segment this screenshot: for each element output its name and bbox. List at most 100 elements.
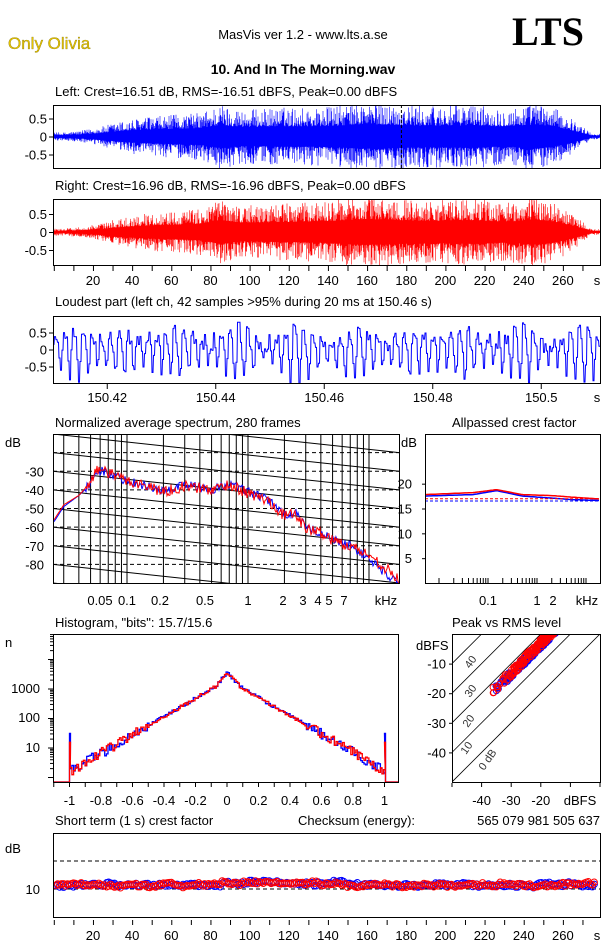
crest-time-axis-tick-label: 40 (125, 928, 139, 943)
loudest-part-signal (53, 321, 600, 383)
crest-time-axis-tick-label: 240 (513, 928, 535, 943)
crest-ylabel: dB (5, 841, 21, 856)
artist-name: Only Olivia (8, 34, 91, 53)
spectrum-xtick-label: 0.1 (118, 593, 136, 608)
crest-time-axis-tick-label: 220 (474, 928, 496, 943)
peak-rms-ytick-label: -20 (427, 686, 446, 701)
spectrum-ylabel: dB (5, 435, 21, 450)
peak-rms-point-right (561, 618, 567, 624)
left-waveform-ytick-label: 0.5 (29, 112, 47, 127)
allpassed-xtick-label: 1 (533, 593, 540, 608)
histogram-ytick-label: 1000 (11, 681, 40, 696)
crest-time-axis-tick-label: 140 (317, 928, 339, 943)
spectrum-title: Normalized average spectrum, 280 frames (55, 415, 301, 430)
loudest-part-xtick-label: 150.5 (525, 390, 558, 405)
crest-point-right (424, 880, 432, 888)
peak-rms-point-right (493, 683, 501, 691)
left-waveform-signal (53, 105, 600, 168)
crest-time-axis-tick-label: 260 (552, 928, 574, 943)
histogram-ytick-label: 10 (26, 740, 40, 755)
peak-rms-xtick-label: -30 (502, 793, 521, 808)
allpassed-crest-plot-area (425, 488, 600, 502)
allpassed-series-right (425, 488, 600, 500)
crest-time-axis-tick-label: 200 (435, 928, 457, 943)
peak-rms-title: Peak vs RMS level (452, 615, 561, 630)
histogram-series-left (53, 671, 398, 782)
crest-point-right (191, 881, 199, 889)
crest-point-right (216, 880, 224, 889)
peak-rms-xtick-label: -40 (472, 793, 491, 808)
crest-point-right (569, 879, 577, 887)
loudest-part-ytick-label: -0.5 (25, 360, 47, 375)
peak-rms-point-right (546, 634, 554, 637)
waveform-time-axis-unit-label: s (594, 273, 601, 288)
peak-rms-point-right (512, 667, 520, 675)
peak-rms-point-right (528, 649, 536, 657)
loudest-part-xtick-label: 150.44 (196, 390, 236, 405)
peak-rms-crest-line (452, 634, 542, 724)
allpassed-ytick-label: 10 (398, 526, 412, 541)
crest-time-axis-tick-label: 100 (239, 928, 261, 943)
loudest-part-xtick-label: 150.48 (413, 390, 453, 405)
waveform-time-axis-tick-label: 120 (278, 273, 300, 288)
histogram-xtick-label: 0.8 (344, 793, 362, 808)
peak-rms-point-right (517, 663, 525, 671)
waveform-time-axis-tick-label: 180 (395, 273, 417, 288)
peak-rms-crest-label: 0 dB (477, 747, 500, 772)
crest-title: Short term (1 s) crest factor (55, 813, 214, 828)
loudest-part-xtick-label: 150.46 (304, 390, 344, 405)
allpassed-ytick-label: 5 (405, 551, 412, 566)
peak-rms-point-right (560, 616, 566, 622)
crest-point-right (200, 880, 209, 888)
right-waveform-ytick-label: 0 (40, 225, 47, 240)
histogram-xtick-label: -1 (64, 793, 76, 808)
spectrum-ytick-label: -40 (25, 483, 44, 498)
allpassed-series-left (425, 489, 600, 502)
peak-rms-crest-line (452, 634, 482, 664)
peak-rms-crest-label: 10 (459, 740, 476, 757)
crest-point-right (302, 880, 311, 889)
crest-point-right (222, 878, 230, 886)
spectrum-xtick-label: 0.05 (87, 593, 112, 608)
spectrum-series-right (53, 465, 399, 583)
spectrum-xtick-label: 1 (244, 593, 251, 608)
crest-ytick-label: 10 (26, 882, 40, 897)
peak-rms-point-right (564, 612, 570, 618)
allpassed-xtick-label: 2 (549, 593, 556, 608)
crest-time-axis-tick-label: 180 (395, 928, 417, 943)
right-waveform-ytick-label: 0.5 (29, 207, 47, 222)
waveform-time-axis-tick-label: 40 (125, 273, 139, 288)
spectrum-pink-noise-line (53, 526, 399, 565)
spectrum-ytick-label: -50 (25, 502, 44, 517)
peak-rms-point-right (562, 620, 568, 626)
left-waveform-plot-area (53, 105, 600, 168)
crest-point-right (471, 882, 479, 890)
crest-point-right (332, 878, 340, 886)
right-waveform-title: Right: Crest=16.96 dB, RMS=-16.96 dBFS, … (55, 178, 406, 193)
short-term-crest-frame (53, 833, 601, 918)
spectrum-xtick-label: 0.2 (151, 593, 169, 608)
peak-rms-crest-line (452, 634, 600, 782)
histogram-xtick-label: 0.6 (312, 793, 330, 808)
peak-rms-point-right (522, 656, 530, 664)
waveform-time-axis-tick-label: 80 (203, 273, 217, 288)
crest-point-right (336, 879, 344, 888)
crest-point-right (212, 880, 221, 888)
spectrum-plot-area (53, 434, 399, 583)
short-term-crest-plot-area (53, 860, 600, 892)
allpassed-unit-label: kHz (576, 593, 598, 608)
peak-rms-point-right (489, 683, 497, 691)
peak-rms-crest-label: 30 (463, 683, 480, 700)
peak-rms-point-right (536, 638, 544, 646)
peak-rms-point-right (562, 613, 568, 619)
waveform-time-axis-tick-label: 160 (356, 273, 378, 288)
waveform-time-axis-tick-label: 260 (552, 273, 574, 288)
crest-point-right (469, 879, 477, 888)
histogram-xtick-label: 1 (381, 793, 388, 808)
waveform-time-axis-tick-label: 140 (317, 273, 339, 288)
crest-point-right (430, 883, 438, 891)
peak-rms-point-right (564, 617, 570, 623)
peak-rms-point-right (548, 634, 556, 637)
allpassed-ylabel: dB (401, 435, 417, 450)
checksum-value: 565 079 981 505 637 (477, 813, 600, 828)
